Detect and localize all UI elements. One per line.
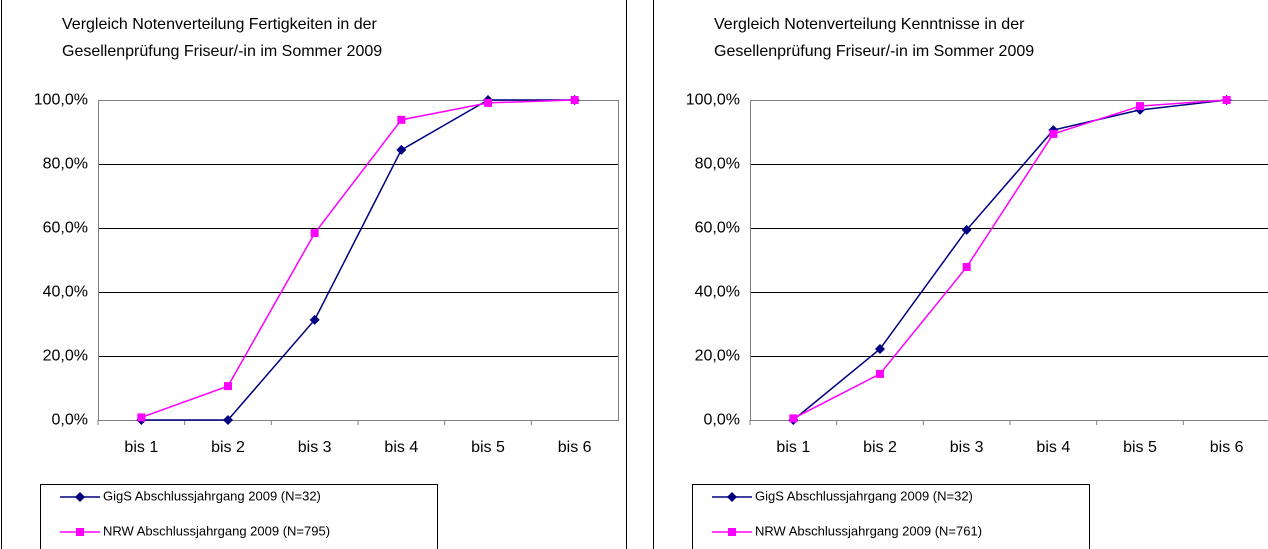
series-line: [141, 99, 575, 419]
legend-label: NRW Abschlussjahrgang 2009 (N=795): [103, 523, 330, 538]
legend-label: GigS Abschlussjahrgang 2009 (N=32): [103, 488, 321, 503]
y-tick-label: 60,0%: [43, 220, 88, 237]
marker: [397, 115, 406, 124]
x-tick-label: bis 6: [558, 439, 592, 456]
y-tick-label: 0,0%: [704, 412, 740, 429]
legend-box: [692, 484, 1090, 549]
x-tick-label: bis 5: [471, 439, 505, 456]
marker: [1222, 96, 1231, 104]
marker: [962, 263, 971, 272]
y-tick-label: 0,0%: [52, 412, 88, 429]
marker: [961, 224, 972, 235]
y-tick-label: 20,0%: [695, 348, 740, 365]
chart-title: Gesellenprüfung Friseur/-in im Sommer 20…: [62, 43, 382, 60]
y-tick-label: 20,0%: [43, 348, 88, 365]
legend-label: GigS Abschlussjahrgang 2009 (N=32): [755, 488, 973, 503]
marker: [570, 96, 579, 104]
y-tick-label: 80,0%: [695, 156, 740, 173]
y-tick-label: 80,0%: [43, 156, 88, 173]
x-tick-label: bis 4: [384, 439, 418, 456]
series-line: [792, 99, 1227, 420]
marker: [223, 415, 233, 425]
marker: [876, 369, 884, 378]
series-line: [792, 99, 1227, 421]
marker: [484, 98, 492, 107]
chart-title: Vergleich Notenverteilung Kenntnisse in …: [714, 16, 1025, 33]
series-line: [141, 99, 575, 421]
x-tick-label: bis 2: [211, 439, 245, 456]
plot-area: [98, 100, 619, 421]
x-tick-label: bis 4: [1036, 439, 1070, 456]
marker: [875, 343, 885, 354]
y-tick-label: 100,0%: [686, 92, 740, 109]
x-tick-label: bis 2: [863, 439, 897, 456]
x-tick-label: bis 3: [950, 439, 984, 456]
marker: [1049, 129, 1058, 138]
marker: [727, 492, 737, 502]
chart-title: Gesellenprüfung Friseur/-in im Sommer 20…: [714, 43, 1034, 60]
x-tick-label: bis 5: [1123, 439, 1157, 456]
plot-area: [750, 100, 1268, 421]
marker: [310, 229, 319, 238]
marker: [76, 528, 84, 536]
x-tick-label: bis 3: [298, 439, 332, 456]
marker: [224, 382, 232, 391]
marker: [728, 528, 736, 536]
y-tick-label: 40,0%: [43, 284, 88, 301]
y-tick-label: 40,0%: [695, 284, 740, 301]
legend-label: NRW Abschlussjahrgang 2009 (N=761): [755, 523, 982, 538]
chart-title: Vergleich Notenverteilung Fertigkeiten i…: [62, 16, 378, 33]
x-tick-label: bis 1: [124, 439, 158, 456]
marker: [309, 314, 320, 325]
marker: [137, 413, 146, 422]
marker: [75, 492, 85, 502]
x-tick-label: bis 6: [1210, 439, 1244, 456]
marker: [789, 414, 798, 423]
x-tick-label: bis 1: [776, 439, 810, 456]
y-tick-label: 60,0%: [695, 220, 740, 237]
y-tick-label: 100,0%: [34, 92, 88, 109]
legend-box: [40, 484, 438, 549]
marker: [1136, 102, 1144, 111]
marker: [396, 144, 407, 155]
